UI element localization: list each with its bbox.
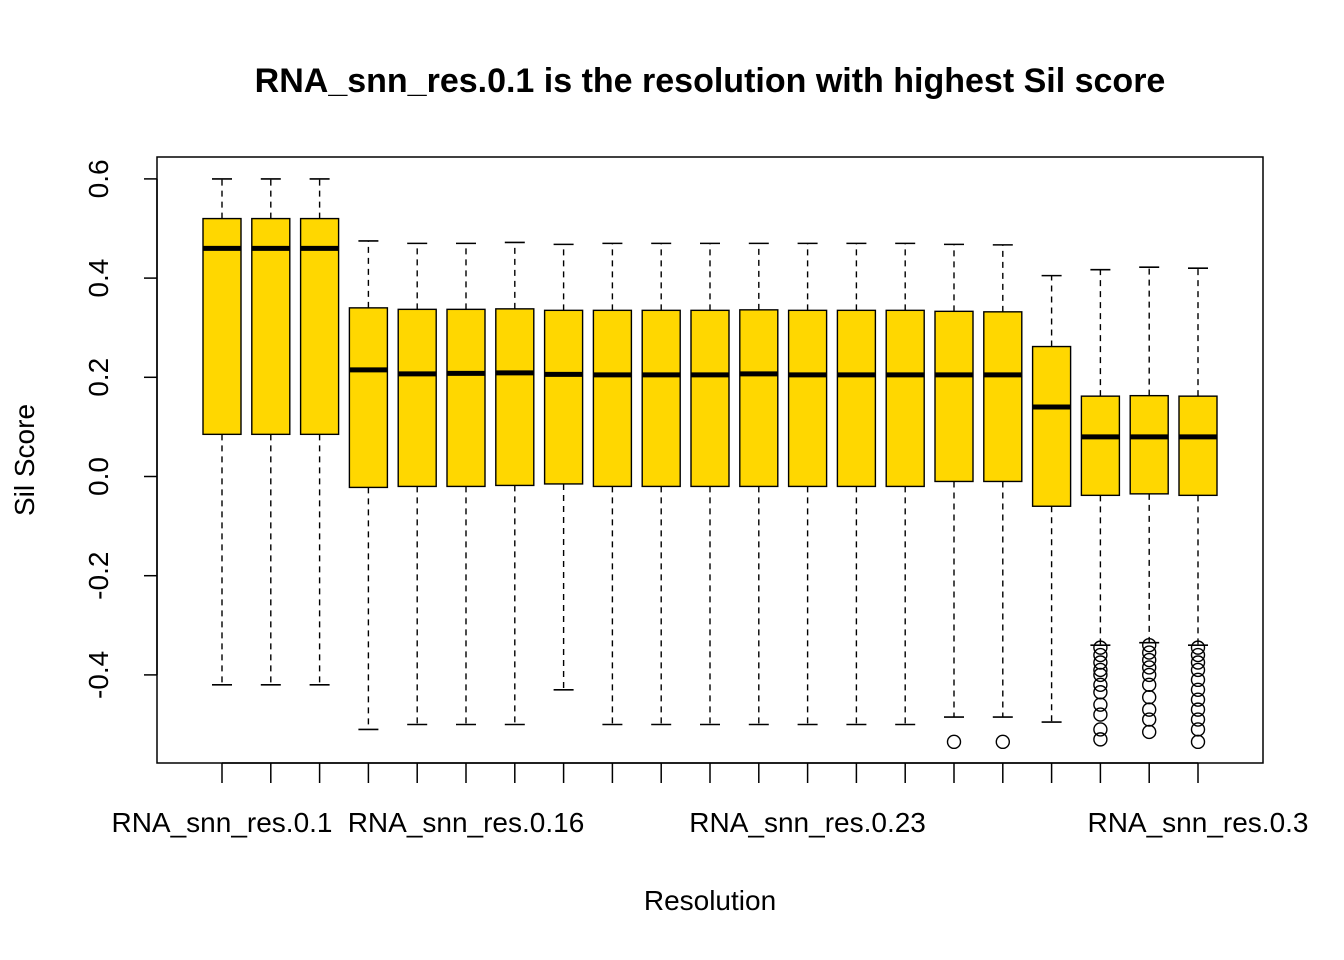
box-iqr: [543, 309, 584, 485]
box-group: [251, 178, 291, 686]
box-group: [836, 242, 877, 726]
box-iqr: [446, 308, 486, 488]
outlier-point: [1190, 702, 1206, 717]
box-group: [397, 242, 437, 726]
y-tick-label: 0.2: [83, 358, 114, 397]
box-iqr: [348, 307, 389, 489]
outlier-point: [1190, 682, 1206, 697]
x-tick-label: RNA_snn_res.0.23: [689, 807, 926, 838]
box-group: [983, 244, 1023, 750]
box-iqr: [641, 309, 681, 488]
boxes-layer: [202, 178, 1218, 750]
box-iqr: [202, 217, 242, 436]
x-tick-label: RNA_snn_res.0.1: [111, 807, 332, 838]
outlier-point: [1141, 660, 1157, 675]
outlier-point: [1190, 722, 1206, 737]
outlier-point: [1141, 645, 1157, 660]
x-tick-label: RNA_snn_res.0.16: [348, 807, 585, 838]
outlier-point: [1190, 647, 1206, 663]
x-axis: RNA_snn_res.0.1 RNA_snn_res.0.16 RNA_snn_r…: [111, 762, 1309, 838]
y-tick-label: -0.4: [83, 651, 114, 699]
y-tick-label: -0.2: [83, 552, 114, 600]
box-group: [885, 242, 925, 726]
box-iqr: [251, 217, 291, 436]
box-iqr: [1129, 394, 1169, 495]
outlier-point: [1141, 712, 1157, 727]
box-iqr: [299, 217, 340, 436]
box-group: [446, 242, 486, 726]
outlier-point: [1141, 724, 1157, 740]
x-axis-label: Resolution: [644, 885, 776, 916]
box-group: [592, 242, 633, 726]
box-group: [934, 243, 974, 750]
box-group: [299, 178, 340, 686]
box-iqr: [1080, 395, 1121, 497]
box-iqr: [885, 309, 925, 488]
y-tick-label: 0.4: [83, 259, 114, 298]
box-iqr: [592, 309, 633, 488]
chart-title: RNA_snn_res.0.1 is the resolution with h…: [255, 62, 1166, 100]
outlier-point: [1093, 685, 1108, 700]
outlier-point: [1190, 640, 1206, 655]
box-iqr: [739, 309, 779, 488]
outlier-point: [1190, 692, 1206, 707]
box-iqr: [836, 309, 877, 488]
outlier-point: [1141, 637, 1157, 653]
outlier-point: [1190, 662, 1206, 678]
outlier-point: [1093, 655, 1108, 670]
outlier-point: [1190, 655, 1206, 670]
outlier-point: [1190, 712, 1206, 727]
box-group: [641, 242, 681, 726]
outlier-point: [1093, 647, 1108, 663]
outlier-point: [1141, 702, 1157, 717]
outlier-point: [1190, 734, 1206, 750]
box-group: [1080, 268, 1121, 747]
box-iqr: [983, 311, 1023, 483]
box-iqr: [1031, 345, 1072, 507]
x-tick-label: RNA_snn_res.0.3: [1087, 807, 1308, 838]
outlier-point: [1093, 732, 1108, 747]
outlier-point: [1190, 672, 1206, 688]
outlier-point: [1093, 662, 1108, 678]
box-group: [348, 240, 389, 731]
box-group: [543, 243, 584, 691]
box-iqr: [397, 308, 437, 488]
box-iqr: [495, 308, 535, 487]
box-iqr: [1178, 395, 1218, 497]
outlier-point: [1093, 722, 1108, 737]
y-tick-label: 0.6: [83, 159, 114, 198]
y-axis-label: Sil Score: [9, 404, 40, 516]
box-group: [1129, 266, 1169, 740]
box-group: [1031, 274, 1072, 723]
outlier-point: [1093, 640, 1108, 655]
y-axis: -0.4 -0.2 0.0 0.2 0.4 0.6: [83, 159, 158, 699]
box-group: [690, 242, 730, 726]
outlier-point: [1093, 707, 1108, 722]
outlier-point: [1093, 697, 1108, 712]
box-group: [787, 242, 828, 726]
box-group: [202, 178, 242, 686]
box-group: [495, 241, 535, 726]
outlier-point: [995, 734, 1010, 750]
box-iqr: [787, 309, 828, 488]
box-group: [739, 242, 779, 726]
box-iqr: [934, 310, 974, 483]
outlier-point: [1141, 667, 1157, 683]
outlier-point: [1093, 667, 1108, 683]
outlier-point: [1141, 677, 1157, 693]
outlier-point: [1093, 677, 1108, 693]
box-group: [1178, 267, 1218, 750]
y-tick-label: 0.0: [83, 457, 114, 496]
box-iqr: [690, 309, 730, 488]
outlier-point: [946, 734, 962, 750]
outlier-point: [1141, 690, 1157, 705]
outlier-point: [1141, 652, 1157, 668]
